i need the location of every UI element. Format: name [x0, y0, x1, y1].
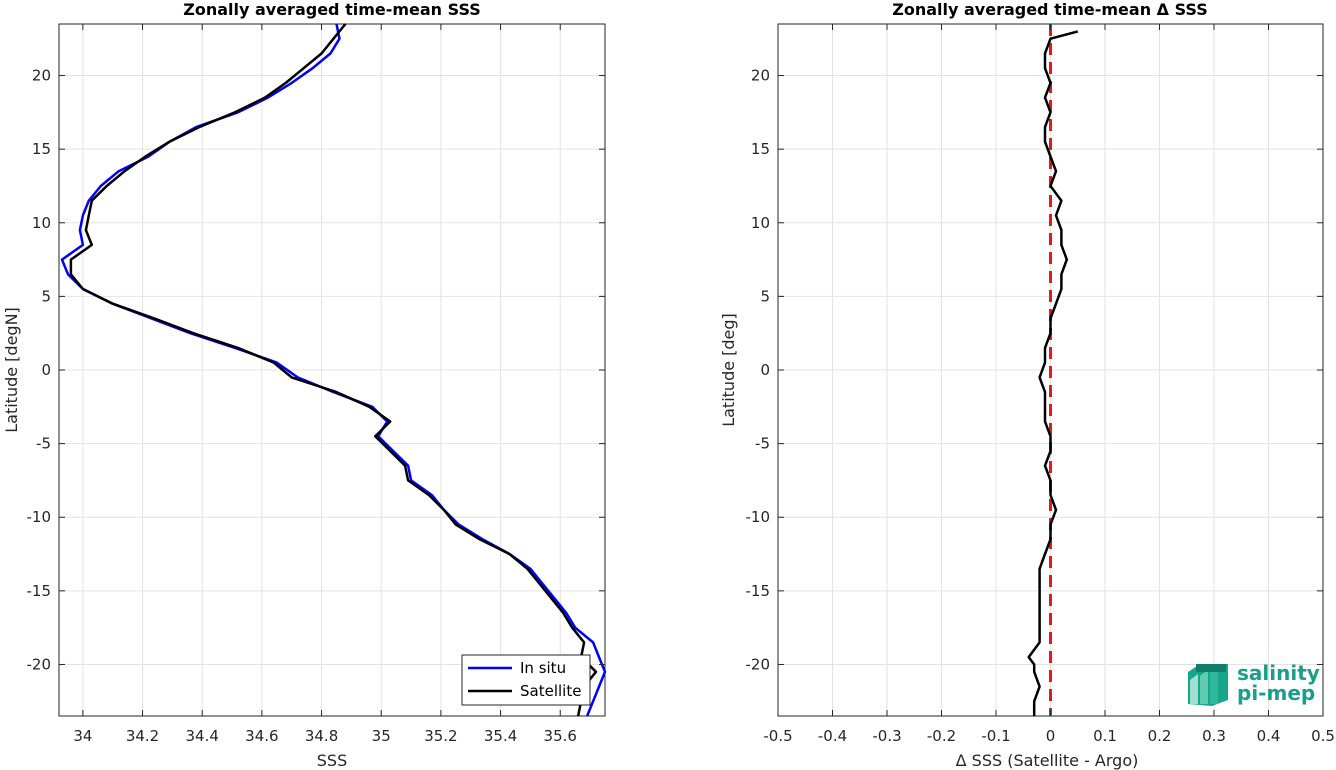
salinity-pi-mep-logo: salinity pi-mep	[1188, 661, 1320, 706]
chart-title-left: Zonally averaged time-mean SSS	[183, 0, 481, 19]
legend-label-satellite: Satellite	[520, 682, 581, 700]
x-tick-label: 35.6	[544, 727, 577, 745]
x-tick-label: -0.3	[872, 727, 901, 745]
x-tick-label: -0.1	[981, 727, 1010, 745]
series-layer-left	[60, 23, 607, 717]
x-ticks-left: 34 34.2 34.4 34.6 34.8 35 35.2 35.4 35.6	[73, 24, 577, 745]
y-tick-label: 10	[751, 214, 770, 232]
x-tick-label: 0.1	[1093, 727, 1117, 745]
y-tick-label: 15	[751, 140, 770, 158]
x-tick-label: -0.4	[818, 727, 847, 745]
y-tick-label: -5	[36, 435, 51, 453]
x-tick-label: 35.4	[484, 727, 517, 745]
series-line-satellite	[69, 23, 598, 717]
x-tick-label: 35	[372, 727, 391, 745]
y-tick-label: 10	[32, 214, 51, 232]
x-tick-label: 0.2	[1148, 727, 1172, 745]
y-tick-label: -20	[746, 655, 771, 673]
x-tick-label: 34.6	[245, 727, 278, 745]
y-ticks-right: -20 -15 -10 -5 0 5 10 15 20	[746, 67, 1323, 673]
grid-left	[59, 24, 605, 716]
y-ticks-left: -20 -15 -10 -5 0 5 10 15 20	[27, 67, 605, 673]
x-ticks-right: -0.5 -0.4 -0.3 -0.2 -0.1 0 0.1 0.2 0.3 0.4 0.5	[763, 24, 1335, 745]
y-tick-label: 20	[32, 67, 51, 85]
x-axis-label-left: SSS	[317, 751, 347, 770]
x-tick-label: 34.8	[305, 727, 338, 745]
x-tick-label: -0.2	[927, 727, 956, 745]
legend[interactable]: In situ Satellite	[461, 654, 591, 706]
legend-box	[461, 654, 591, 706]
y-tick-label: 15	[32, 140, 51, 158]
x-tick-label: 0	[1046, 727, 1056, 745]
series-line-delta-sss	[1027, 30, 1079, 716]
y-tick-label: -10	[746, 508, 771, 526]
x-tick-label: 34.4	[186, 727, 219, 745]
y-tick-label: -15	[27, 582, 52, 600]
y-tick-label: 0	[760, 361, 770, 379]
x-axis-label-right: Δ SSS (Satellite - Argo)	[956, 751, 1139, 770]
legend-label-in-situ: In situ	[520, 659, 566, 677]
y-tick-label: 0	[41, 361, 51, 379]
y-axis-label-right: Latitude [deg]	[719, 313, 738, 427]
y-tick-label: -20	[27, 655, 52, 673]
logo-text-line2: pi-mep	[1237, 681, 1315, 705]
y-axis-label-left: Latitude [degN]	[2, 307, 21, 433]
y-tick-label: -15	[746, 582, 771, 600]
chart-delta-sss-profile: -0.5 -0.4 -0.3 -0.2 -0.1 0 0.1 0.2 0.3 0.4 0.5 -20…	[719, 0, 1335, 770]
series-layer-right	[1027, 30, 1079, 716]
y-tick-label: 20	[751, 67, 770, 85]
x-tick-label: 0.3	[1202, 727, 1226, 745]
x-tick-label: 34	[73, 727, 92, 745]
chart-title-right: Zonally averaged time-mean Δ SSS	[892, 0, 1208, 19]
y-tick-label: 5	[760, 287, 770, 305]
x-tick-label: 0.5	[1311, 727, 1335, 745]
y-tick-label: -5	[755, 435, 770, 453]
x-tick-label: 35.2	[424, 727, 457, 745]
y-tick-label: -10	[27, 508, 52, 526]
x-tick-label: 34.2	[126, 727, 159, 745]
x-tick-label: 0.4	[1257, 727, 1281, 745]
x-tick-label: -0.5	[763, 727, 792, 745]
logo-text-line1: salinity	[1237, 661, 1320, 685]
logo-mark	[1188, 664, 1228, 706]
chart-sss-profile: 34 34.2 34.4 34.6 34.8 35 35.2 35.4 35.6 -20-15-…	[2, 0, 607, 770]
y-tick-label: 5	[41, 287, 51, 305]
